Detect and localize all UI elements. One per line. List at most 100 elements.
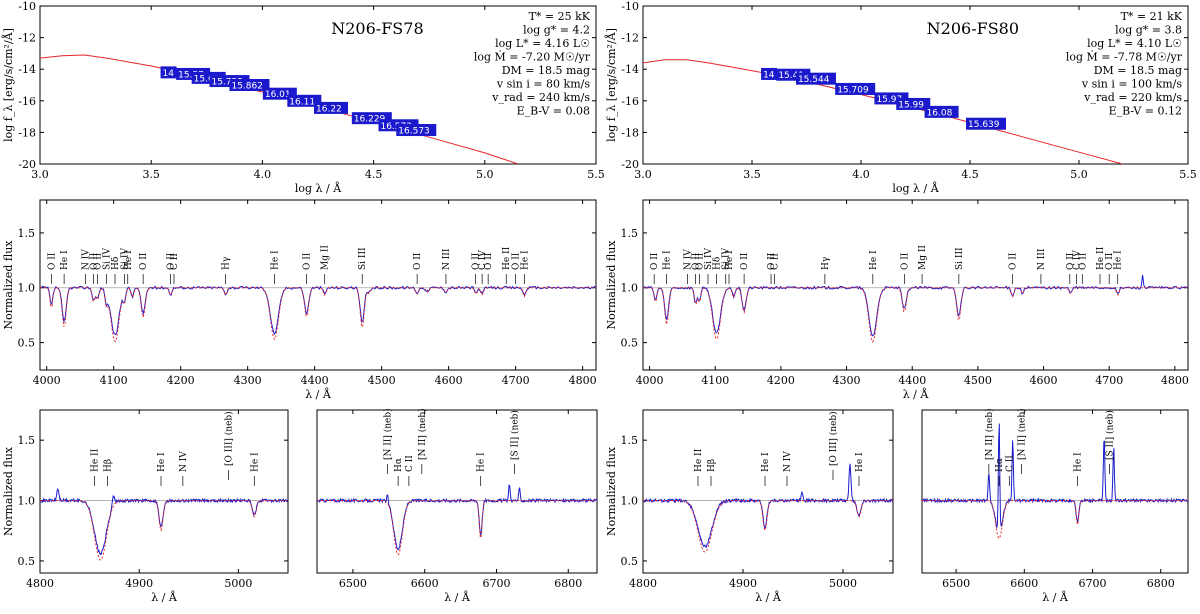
line-id-label: [S II] (neb) [1105, 410, 1116, 460]
y-tick-label: -16 [621, 95, 639, 108]
line-id-label: [N II] (neb) [1017, 408, 1028, 460]
observed-spectrum [40, 487, 288, 556]
photometry-label: 16.229 [354, 115, 386, 125]
line-id-label: He I [855, 452, 865, 472]
photometry-label: 15.709 [837, 85, 869, 95]
observed-spectrum [922, 423, 1188, 528]
panel-title: N206-FS80 [927, 19, 1019, 38]
line-id-label: He I [60, 250, 70, 270]
param-line: DM = 18.5 mag [502, 64, 590, 77]
model-spectrum [40, 500, 288, 561]
x-tick-label: 3.5 [142, 168, 160, 181]
line-id-label: O II [94, 252, 104, 270]
x-tick-label: 4.0 [852, 168, 870, 181]
x-tick-label: 5000 [224, 577, 252, 590]
param-line: log Ṁ = -7.78 M☉/yr [1066, 50, 1183, 64]
y-tick-label: 1.0 [621, 495, 639, 508]
photometry-marker [966, 117, 1006, 130]
x-tick-label: 4800 [629, 577, 657, 590]
line-id-label: Si IV [120, 248, 130, 270]
line-id-label: Hβ [103, 459, 113, 472]
x-tick-label: 4800 [26, 577, 54, 590]
x-tick-label: 4100 [701, 374, 729, 387]
line-id-label: Si IV [722, 248, 732, 270]
photometry-label: 15.41 [778, 71, 804, 81]
line-id-label: C II [770, 253, 780, 270]
param-line: T* = 21 kK [1121, 10, 1183, 23]
line-id-label: He II [694, 448, 704, 472]
y-tick-label: 1.5 [18, 434, 36, 447]
x-axis-label: λ / Å [755, 590, 782, 604]
y-tick-label: 0.5 [621, 337, 639, 350]
y-tick-label: 0.5 [18, 337, 36, 350]
line-id-label: O II [484, 252, 494, 270]
y-tick-label: 1.0 [18, 495, 36, 508]
photometry-label: 15.97 [876, 95, 902, 105]
x-tick-label: 4300 [833, 374, 861, 387]
photometry-label: 15.722 [211, 78, 243, 88]
photometry-label: 15.862 [231, 82, 263, 92]
x-tick-label: 6600 [411, 577, 439, 590]
observed-spectrum [40, 285, 596, 336]
line-id-label: Hγ [821, 257, 831, 270]
spectrum-panel-blue-fs78: 4000 4100 4200 4300 4400 4500 4600 4700 4800 0.5 1… [2, 199, 597, 401]
line-id-label: O II [1105, 252, 1115, 270]
line-id-label: O II [1078, 252, 1088, 270]
line-id-label: C IV [1072, 250, 1082, 270]
y-axis-label: Normalized flux [2, 446, 15, 536]
x-tick-label: 4500 [368, 374, 396, 387]
x-tick-label: 4.0 [254, 168, 272, 181]
photometry-marker [835, 82, 876, 95]
x-tick-label: 5.0 [1070, 168, 1088, 181]
x-axis-label: log λ / Å [892, 181, 939, 195]
x-tick-label: 6500 [339, 577, 367, 590]
line-id-label: C II [1005, 455, 1015, 472]
line-id-label: O II [139, 252, 149, 270]
x-tick-label: 4700 [502, 374, 530, 387]
line-id-label: N IV [783, 451, 793, 472]
x-tick-label: 3.5 [743, 168, 761, 181]
line-id-label: Mg II [918, 245, 928, 270]
axes-frame [642, 5, 1189, 165]
x-axis-label: λ / Å [151, 590, 178, 604]
x-tick-label: 5.5 [1179, 168, 1197, 181]
axes-frame [921, 409, 1189, 574]
spectrum-panel-blue-fs80: 4000 4100 4200 4300 4400 4500 4600 4700 4800 0.5 1… [605, 199, 1189, 401]
param-line: v sin i = 100 km/s [1081, 78, 1182, 91]
line-id-label: C II [405, 455, 415, 472]
line-id-label: C II [170, 253, 180, 270]
photometry-label: 15.99 [898, 100, 924, 110]
param-line: log g* = 4.2 [523, 24, 590, 37]
photometry-label: 16.22 [316, 104, 342, 114]
photometry-marker [896, 97, 931, 110]
y-tick-label: -20 [621, 158, 639, 171]
x-axis-label: λ / Å [444, 590, 471, 604]
photometry-marker [314, 101, 348, 114]
line-id-label: O II [1066, 252, 1076, 270]
line-id-label: O II [900, 252, 910, 270]
line-id-label: Hα [995, 458, 1005, 472]
x-tick-label: 6800 [554, 577, 582, 590]
x-tick-label: 4.5 [961, 168, 979, 181]
model-spectrum [922, 500, 1188, 540]
line-id-label: Hγ [222, 257, 232, 270]
observed-spectrum [317, 484, 597, 551]
x-axis-label: λ / Å [305, 387, 332, 401]
line-id-label: O II [1009, 252, 1019, 270]
photometry-label: 14 [163, 69, 175, 79]
photometry-marker [287, 94, 322, 107]
param-line: v sin i = 80 km/s [496, 78, 590, 91]
line-id-label: N IV [179, 451, 189, 472]
line-id-label: Si IV [704, 248, 714, 270]
line-id-label: [O III] (neb) [828, 411, 839, 466]
y-axis-label: Normalized flux [2, 240, 15, 330]
x-tick-label: 4900 [729, 577, 757, 590]
line-id-label: N IV [82, 249, 92, 270]
line-id-label: He I [869, 250, 879, 270]
param-line: log L* = 4.16 L☉ [495, 37, 590, 50]
x-tick-label: 4000 [636, 374, 664, 387]
param-line: log g* = 3.8 [1115, 24, 1182, 37]
photometry-marker [160, 66, 177, 79]
param-line: log L* = 4.10 L☉ [1087, 37, 1182, 50]
photometry-marker [924, 105, 959, 118]
